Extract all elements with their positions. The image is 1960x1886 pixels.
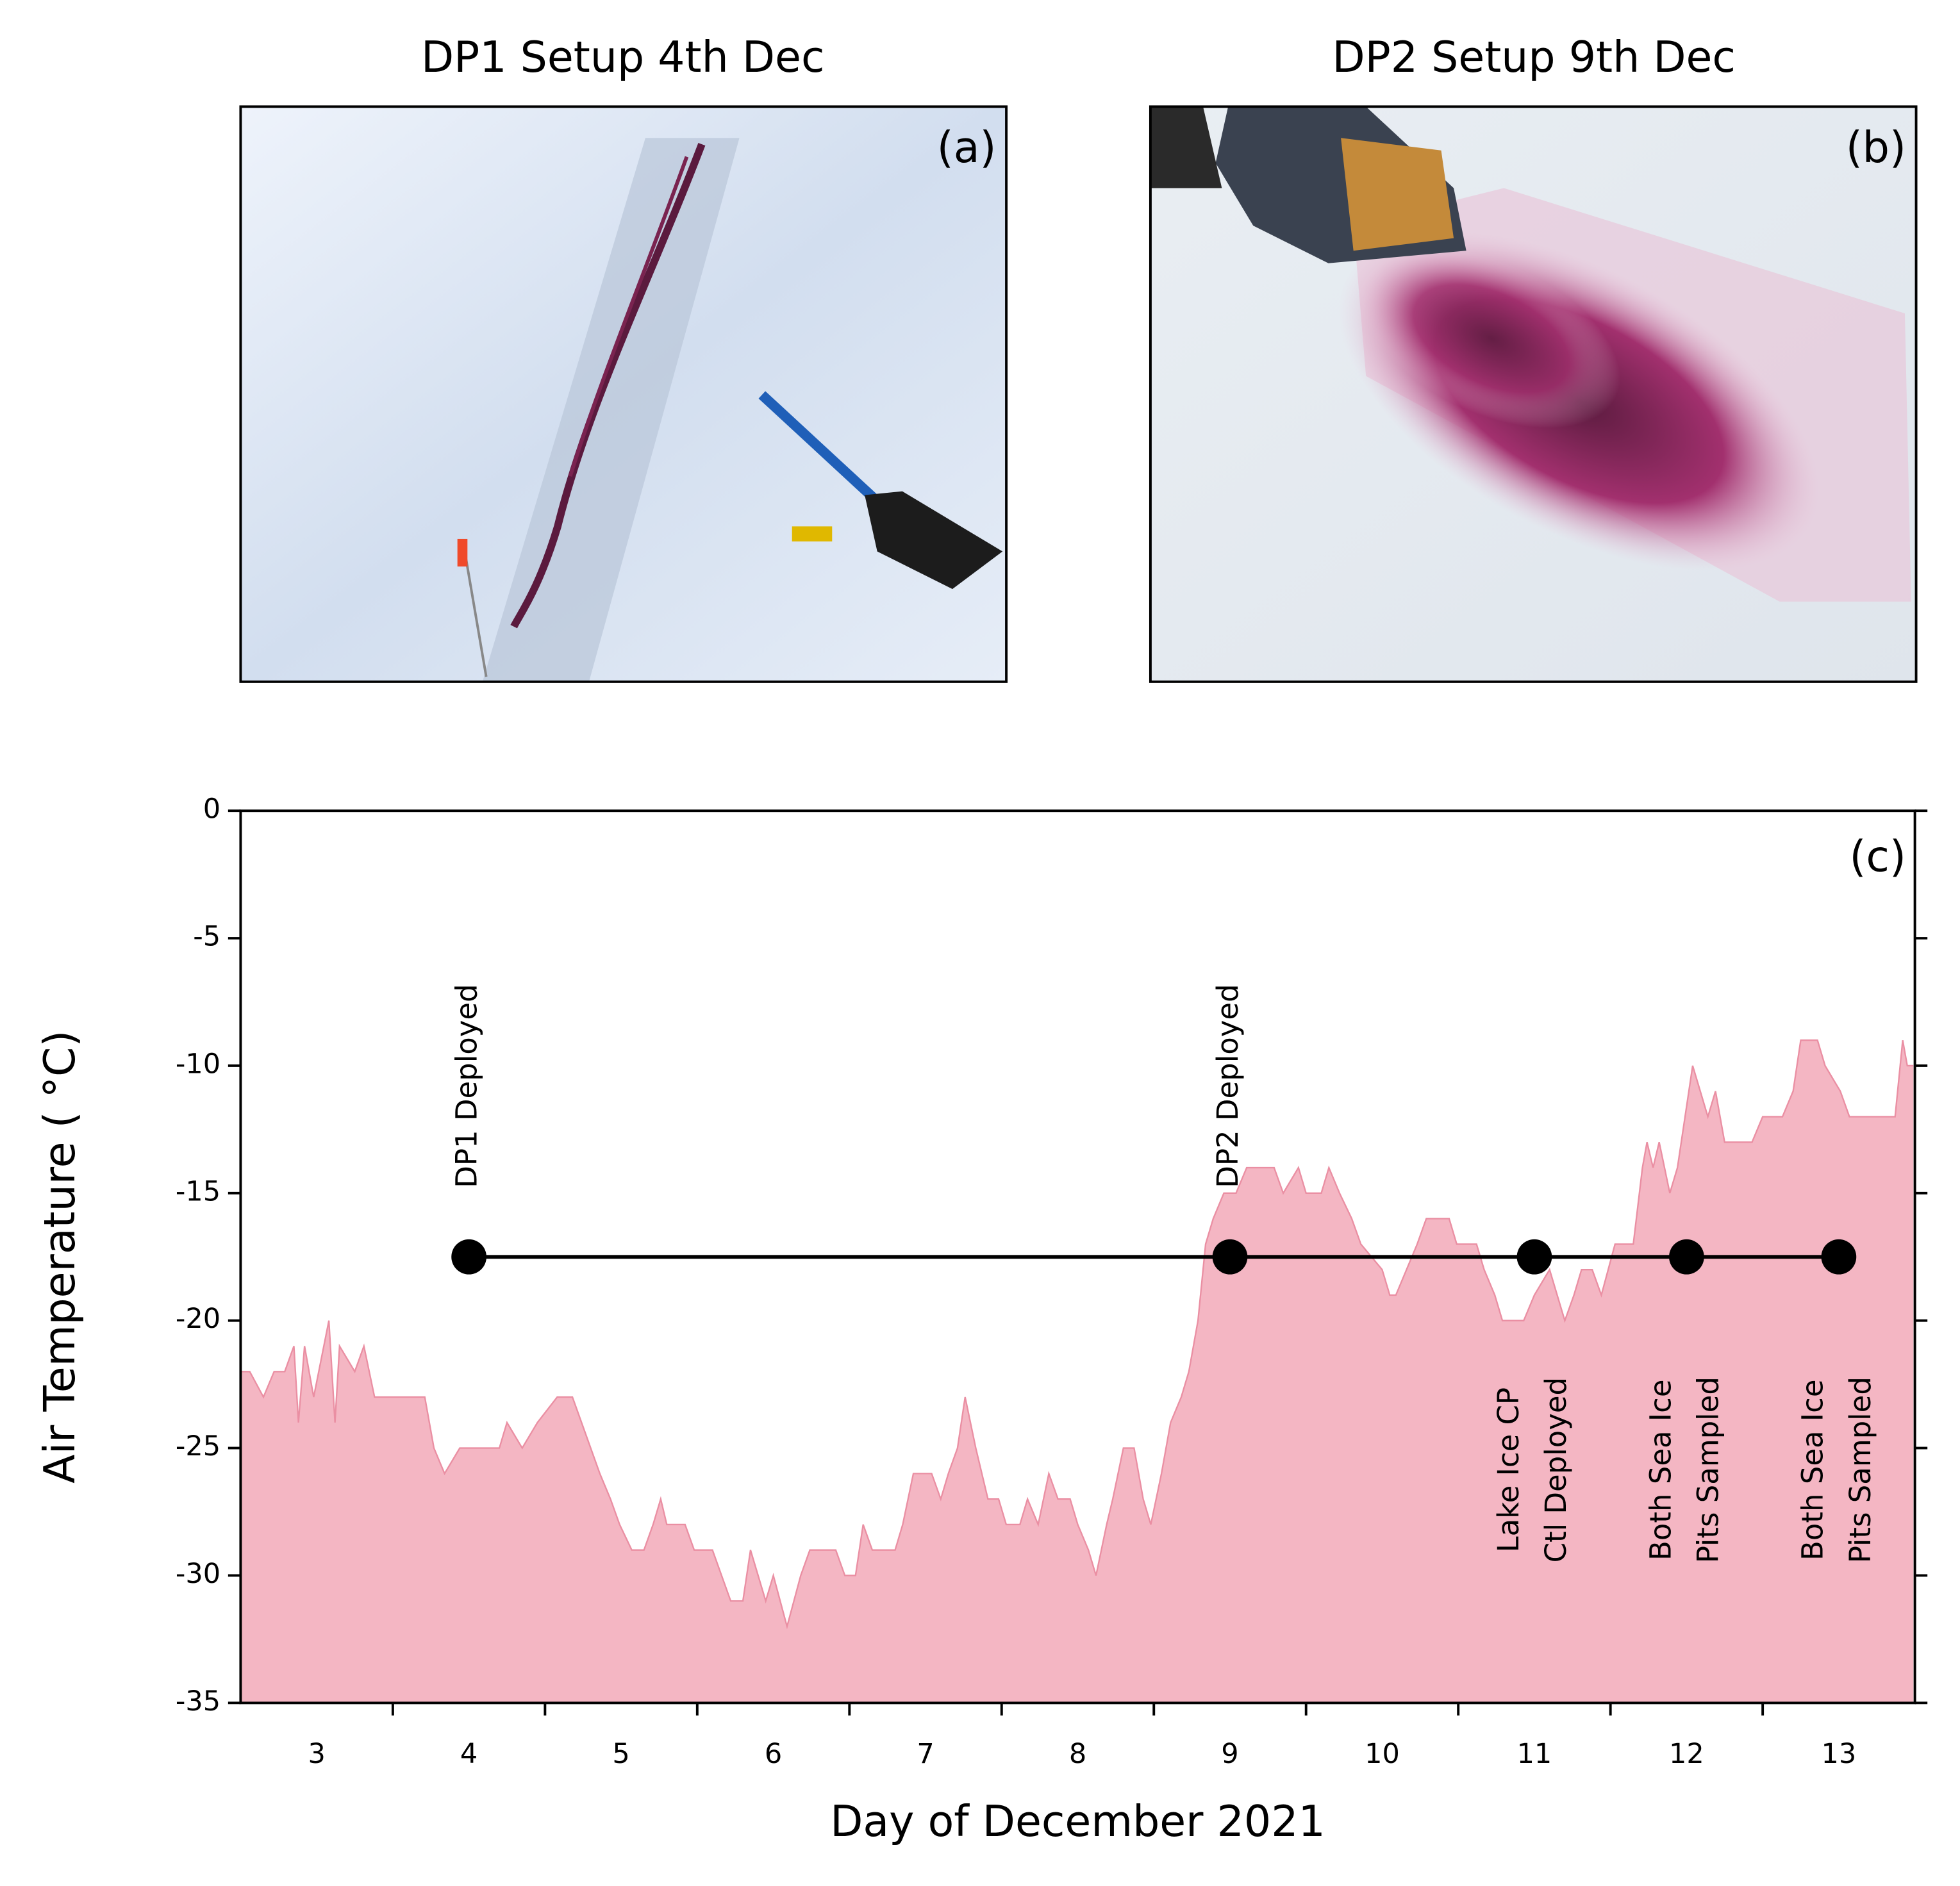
y-tick-label: -5 bbox=[193, 921, 220, 953]
y-tick-label: -35 bbox=[176, 1685, 220, 1717]
y-tick-label: -25 bbox=[176, 1430, 220, 1462]
event-label: DP2 Deployed bbox=[1211, 984, 1245, 1187]
event-marker bbox=[451, 1239, 486, 1275]
axes-frame bbox=[239, 809, 1916, 1705]
event-label: Ctl Deployed bbox=[1539, 1377, 1573, 1563]
plot-area: DP1 Deployed DP2 Deployed Lake Ice CP Ctl D… bbox=[176, 793, 1928, 1770]
event-label: Both Sea Ice bbox=[1643, 1379, 1677, 1560]
event-label: Lake Ice CP bbox=[1491, 1387, 1525, 1552]
y-tick-label: 0 bbox=[203, 793, 220, 825]
x-tick-label: 3 bbox=[308, 1738, 325, 1770]
event-label: Both Sea Ice bbox=[1796, 1379, 1830, 1560]
panel-label: (c) bbox=[1850, 832, 1906, 882]
x-axis-label: Day of December 2021 bbox=[830, 1796, 1325, 1846]
photo-b bbox=[1150, 106, 1916, 682]
event-label: Pits Sampled bbox=[1843, 1377, 1877, 1563]
event-marker bbox=[1516, 1239, 1552, 1275]
panel-title: DP1 Setup 4th Dec bbox=[421, 32, 825, 82]
x-tick-label: 6 bbox=[765, 1738, 782, 1770]
event-label: DP1 Deployed bbox=[450, 984, 484, 1187]
area bbox=[240, 1040, 1914, 1703]
x-tick-label: 12 bbox=[1669, 1738, 1704, 1770]
area-edge bbox=[240, 1039, 1914, 1630]
y-axis-label: Air Temperature ( °C) bbox=[35, 1030, 85, 1484]
event-marker bbox=[1821, 1239, 1857, 1275]
photo-a bbox=[240, 106, 1007, 682]
x-tick-label: 8 bbox=[1069, 1738, 1086, 1770]
x-tick-label: 13 bbox=[1822, 1738, 1857, 1770]
event-label: Pits Sampled bbox=[1691, 1377, 1725, 1563]
panel-label: (a) bbox=[937, 122, 997, 172]
y-tick-label: -10 bbox=[176, 1048, 220, 1080]
x-tick-label: 7 bbox=[917, 1738, 934, 1770]
x-tick-label: 11 bbox=[1517, 1738, 1552, 1770]
x-tick-label: 9 bbox=[1221, 1738, 1238, 1770]
event-marker bbox=[1212, 1239, 1248, 1275]
x-tick-label: 4 bbox=[460, 1738, 478, 1770]
x-tick-label: 10 bbox=[1365, 1738, 1400, 1770]
y-tick-label: -15 bbox=[176, 1175, 220, 1207]
event-marker bbox=[1669, 1239, 1704, 1275]
y-tick-label: -30 bbox=[176, 1558, 220, 1590]
x-tick-label: 5 bbox=[612, 1738, 629, 1770]
y-tick-label: -20 bbox=[176, 1303, 220, 1335]
panel-title: DP2 Setup 9th Dec bbox=[1332, 32, 1736, 82]
panel-label: (b) bbox=[1846, 122, 1906, 172]
